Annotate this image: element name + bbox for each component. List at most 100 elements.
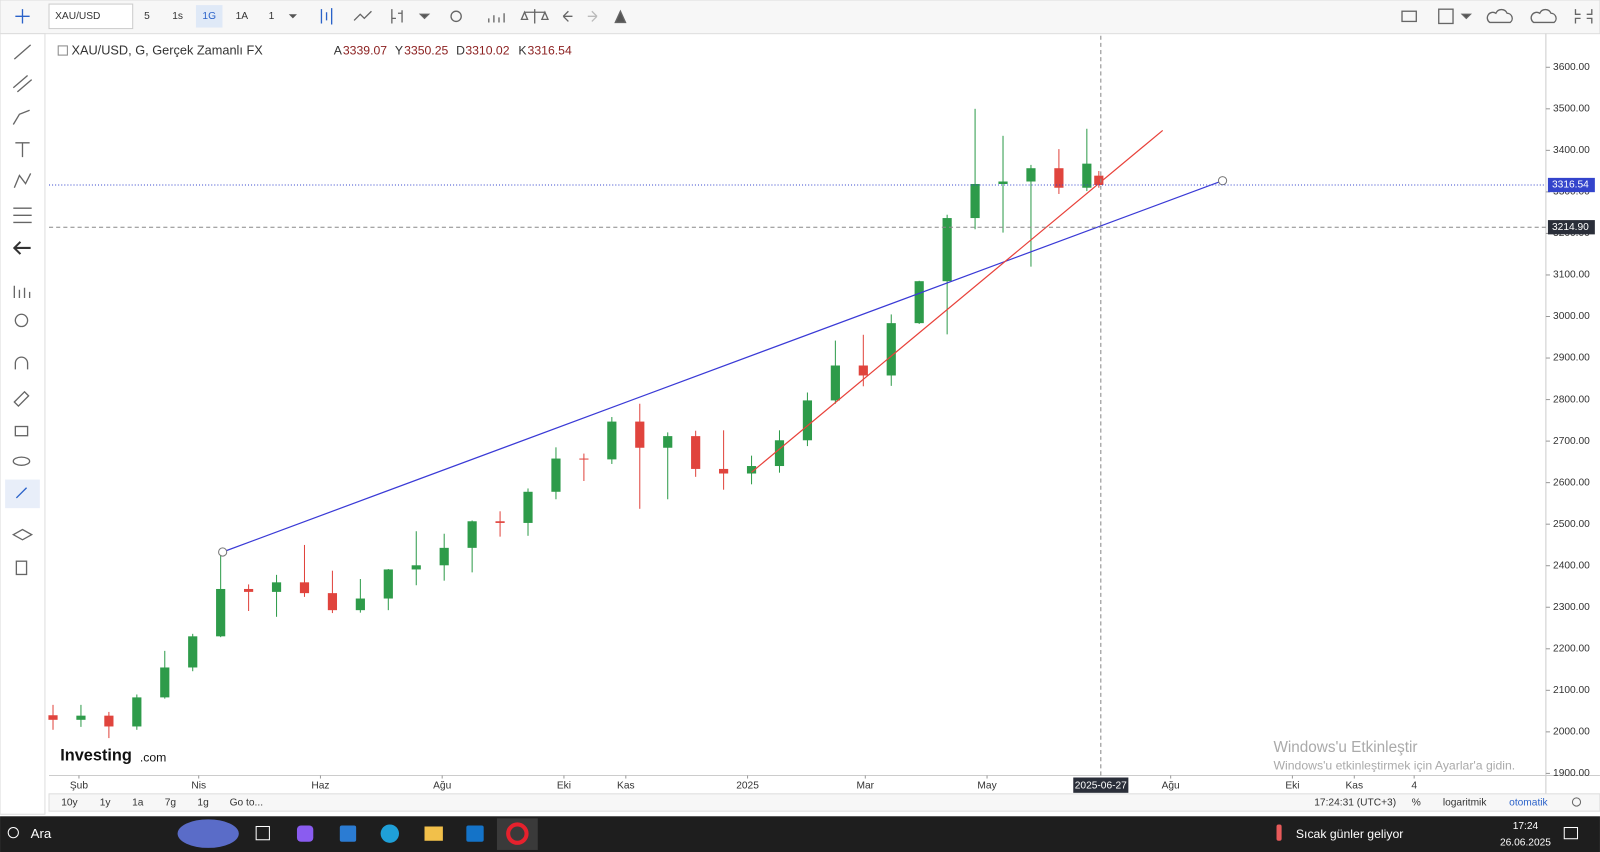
candle-body <box>495 521 505 523</box>
dropdown[interactable] <box>1460 13 1472 20</box>
camera-icon[interactable] <box>1401 10 1417 23</box>
app-edge[interactable] <box>380 824 399 843</box>
dropdown[interactable] <box>288 14 297 19</box>
x-tick-label: Haz <box>311 780 329 791</box>
task-view[interactable] <box>255 825 270 841</box>
layers-tool[interactable] <box>11 528 34 541</box>
redo-icon[interactable] <box>587 10 598 22</box>
bars-icon[interactable] <box>391 9 403 24</box>
y-tick-label: 3600.00 <box>1553 62 1590 73</box>
weather-icon <box>1276 824 1282 841</box>
link-tool[interactable] <box>15 487 28 499</box>
brush-tool[interactable] <box>12 109 30 125</box>
crosshair-tool[interactable] <box>15 9 30 24</box>
candle-body <box>774 440 785 467</box>
range-button[interactable]: 10y <box>61 798 78 809</box>
search-icon[interactable] <box>7 827 19 839</box>
undo-icon[interactable] <box>562 10 573 22</box>
y-tick-label: 3100.00 <box>1553 270 1590 281</box>
candle-body <box>48 715 58 720</box>
log-button[interactable]: logaritmik <box>1443 798 1487 809</box>
compare-icon[interactable] <box>520 9 549 24</box>
y-tick-label: 2700.00 <box>1553 436 1590 447</box>
trendline <box>222 180 1223 553</box>
last-price-box <box>1547 177 1595 193</box>
pattern-tool[interactable] <box>13 173 32 189</box>
notifications[interactable] <box>1563 827 1579 840</box>
cloud-icon[interactable] <box>1486 9 1513 24</box>
candles-icon[interactable] <box>320 8 333 25</box>
goto-button[interactable]: Go to... <box>230 798 263 809</box>
candle-body <box>76 715 86 720</box>
clock-date[interactable]: 26.06.2025 <box>1500 838 1551 849</box>
candle-body <box>942 218 952 282</box>
alert-icon[interactable] <box>614 9 627 24</box>
search-highlight[interactable] <box>177 819 239 848</box>
ohlc-value: 3316.54 <box>528 43 572 57</box>
top-toolbar <box>0 0 1600 35</box>
crosshair-price-label: 3214.90 <box>1552 222 1589 233</box>
candle-body <box>579 458 589 460</box>
cloud-upload-icon[interactable] <box>1530 9 1557 24</box>
channel-tool[interactable] <box>12 75 33 93</box>
collapse-icon[interactable] <box>57 45 68 56</box>
color-icon[interactable] <box>1438 8 1454 25</box>
x-tick-label: Ağu <box>1162 780 1180 791</box>
x-tick-label: 4 <box>1411 780 1417 791</box>
lock-tool[interactable] <box>14 425 29 437</box>
auto-button[interactable]: otomatik <box>1509 798 1548 809</box>
settings-button[interactable] <box>1571 797 1582 807</box>
text-tool[interactable] <box>15 142 30 158</box>
candle-body <box>663 436 673 448</box>
range-button[interactable]: 1y <box>100 798 112 809</box>
app-copilot[interactable] <box>296 825 314 842</box>
fib-tool[interactable] <box>13 207 32 224</box>
fullscreen-icon[interactable] <box>1574 9 1593 24</box>
range-button[interactable]: 1g <box>197 798 209 809</box>
symbol[interactable]: XAU/USD <box>55 11 100 22</box>
magnet-tool[interactable] <box>14 356 29 370</box>
interval[interactable]: 1s <box>172 11 183 22</box>
range-button[interactable]: 7g <box>165 798 177 809</box>
ohlc-letter: K <box>518 43 527 57</box>
indicators-icon[interactable] <box>488 13 505 23</box>
logo-name: Investing <box>60 746 132 764</box>
measure-tool[interactable] <box>13 285 31 298</box>
active-interval <box>195 5 223 28</box>
x-tick-label: 2025 <box>736 780 759 791</box>
interval[interactable]: 1A <box>236 11 249 22</box>
weather-text[interactable]: Sıcak günler geliyor <box>1296 827 1403 841</box>
interval[interactable]: 1G <box>202 11 216 22</box>
candle-body <box>746 466 757 474</box>
back-tool[interactable] <box>12 241 31 255</box>
crosshair-date-box <box>1073 777 1129 793</box>
settings-icon[interactable] <box>450 10 462 23</box>
crosshair-price-box <box>1547 220 1595 235</box>
app-opera[interactable] <box>506 822 529 845</box>
zoom-tool[interactable] <box>14 313 29 328</box>
logo-suffix: .com <box>140 750 167 764</box>
symbol-box[interactable] <box>48 3 134 30</box>
range-button[interactable]: 1a <box>132 798 144 809</box>
app-explorer[interactable] <box>424 826 443 841</box>
interval[interactable]: 5 <box>144 11 150 22</box>
candle-body <box>244 588 254 592</box>
trendline-tool[interactable] <box>13 44 32 60</box>
line-icon[interactable] <box>353 10 372 21</box>
lock-draw-tool[interactable] <box>13 390 30 408</box>
dropdown[interactable] <box>418 13 431 20</box>
candle-body <box>439 547 449 566</box>
clock-time[interactable]: 17:24 <box>1513 821 1539 832</box>
delete-tool[interactable] <box>15 560 28 576</box>
percent-button[interactable]: % <box>1412 798 1421 809</box>
app-store[interactable] <box>339 825 357 842</box>
chart-title: XAU/USD, G, Gerçek Zamanlı FX <box>71 42 263 57</box>
search-box[interactable]: Ara <box>31 826 52 841</box>
hide-tool[interactable] <box>12 456 31 466</box>
x-tick-label: Kas <box>1346 780 1364 791</box>
interval[interactable]: 1 <box>269 11 275 22</box>
app-outlook[interactable] <box>466 825 484 842</box>
